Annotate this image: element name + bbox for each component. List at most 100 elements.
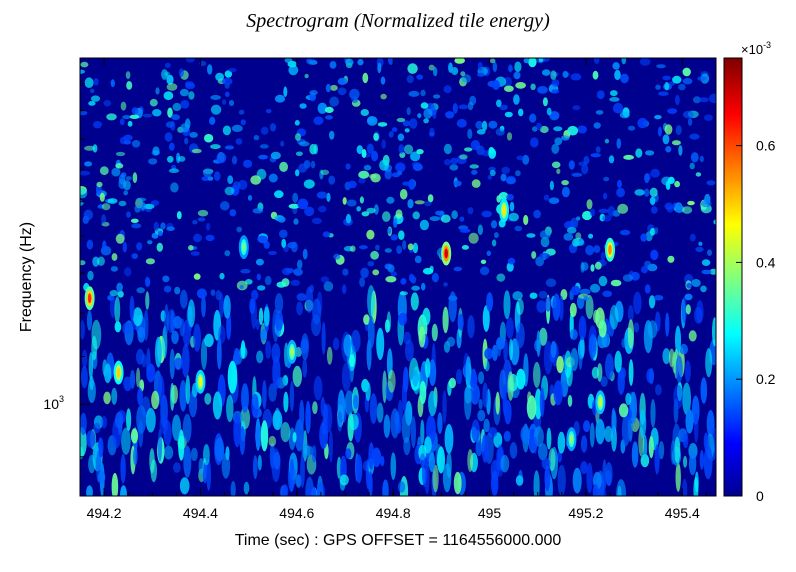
heat-tile [86, 430, 96, 448]
heat-tile [412, 242, 419, 254]
heat-tile [563, 233, 574, 241]
heat-tile [371, 150, 379, 162]
heat-tile [568, 160, 575, 170]
heat-tile [380, 76, 386, 85]
heat-tile [367, 315, 375, 349]
heat-tile [683, 455, 688, 468]
heat-tile [342, 268, 349, 276]
heat-tile [162, 275, 170, 283]
heat-tile [174, 286, 181, 295]
heat-tile [515, 82, 526, 89]
heat-tile [611, 407, 616, 435]
heat-tile [596, 90, 605, 100]
heat-tile [111, 387, 118, 405]
heat-tile [224, 250, 231, 257]
heat-tile [184, 137, 189, 145]
heat-tile [84, 145, 96, 151]
heat-tile [119, 118, 125, 126]
heat-tile [368, 442, 375, 470]
heat-tile [644, 188, 650, 197]
heat-tile [685, 304, 691, 315]
heat-tile [373, 132, 379, 141]
heat-tile [283, 391, 289, 413]
heat-tile [274, 190, 284, 199]
heat-tile [198, 458, 204, 475]
heat-tile [569, 329, 578, 340]
heat-tile [287, 60, 298, 68]
x-tick-label: 494.2 [87, 505, 122, 521]
heat-tile [623, 154, 634, 160]
heat-tile [675, 94, 680, 106]
heat-tile [260, 126, 269, 135]
heat-tile [538, 58, 544, 63]
heat-tile [206, 458, 211, 491]
heat-tile [350, 329, 361, 353]
heat-tile [224, 186, 235, 196]
heat-tile [410, 416, 416, 449]
heat-tile [329, 61, 337, 69]
heat-tile [325, 115, 333, 120]
heat-tile [259, 144, 269, 149]
heat-tile [202, 168, 213, 177]
heat-tile [650, 168, 660, 178]
heat-tile [294, 120, 300, 126]
heat-tile [689, 133, 700, 140]
heat-tile [488, 166, 496, 172]
heat-tile [428, 452, 436, 473]
heat-tile [473, 385, 479, 403]
heat-tile [205, 222, 211, 231]
heat-tile [144, 276, 150, 288]
heat-tile [548, 197, 560, 204]
heat-tile [526, 395, 537, 420]
energy-peak [566, 427, 577, 452]
heat-tile [344, 390, 354, 416]
heat-tile [124, 267, 132, 277]
heat-tile [621, 414, 631, 447]
heat-tile [320, 169, 329, 175]
heat-tile [572, 467, 582, 494]
heat-tile [326, 346, 333, 365]
heat-tile [292, 469, 297, 485]
heat-tile [134, 205, 141, 213]
heat-tile [569, 302, 577, 318]
heat-tile [576, 216, 581, 221]
heat-tile [535, 256, 545, 267]
heat-tile [489, 169, 496, 177]
heat-tile [104, 363, 112, 384]
heat-tile [467, 101, 474, 111]
heat-tile [551, 79, 560, 87]
heat-tile [396, 245, 402, 254]
heat-tile [362, 72, 369, 84]
heat-tile [121, 427, 131, 455]
heat-tile [295, 346, 302, 358]
heat-tile [207, 176, 214, 181]
heat-tile [505, 177, 516, 185]
heat-tile [688, 451, 697, 476]
heat-tile [649, 187, 658, 197]
heat-tile [672, 75, 682, 84]
heat-tile [653, 295, 664, 301]
heat-tile [450, 157, 458, 165]
heat-tile [682, 382, 691, 415]
heat-tile [420, 453, 426, 468]
heat-tile [279, 161, 288, 172]
heat-tile [197, 217, 206, 222]
heat-tile [594, 261, 602, 270]
heat-tile [687, 118, 693, 126]
heat-tile [101, 416, 108, 429]
heat-tile [627, 125, 636, 131]
heat-tile [700, 199, 712, 208]
heat-tile [123, 140, 132, 145]
heat-tile [578, 315, 587, 340]
heat-tile [705, 348, 713, 378]
heat-tile [125, 71, 131, 80]
heat-tile [529, 113, 537, 123]
heat-tile [598, 275, 608, 287]
heat-tile [96, 181, 103, 188]
heat-tile [225, 91, 230, 98]
heat-tile [395, 162, 406, 173]
heat-tile [230, 481, 236, 496]
energy-peak [287, 339, 297, 364]
heat-tile [516, 155, 524, 161]
heat-tile [598, 320, 607, 338]
